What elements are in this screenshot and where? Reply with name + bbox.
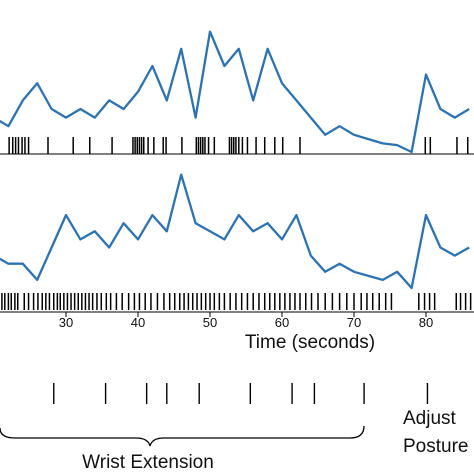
x-tick-label: 50 bbox=[203, 315, 217, 330]
top-rate-line bbox=[0, 30, 470, 154]
x-tick-label: 70 bbox=[347, 315, 361, 330]
annotation-posture: Posture bbox=[403, 436, 468, 457]
bottom-panel: 30 40 50 60 70 80 Time (seconds) bbox=[0, 173, 474, 353]
annotation-adjust: Adjust bbox=[403, 408, 457, 429]
wrist-extension-brace bbox=[0, 425, 365, 447]
x-axis-title: Time (seconds) bbox=[245, 332, 375, 353]
annotation-wrist-extension: Wrist Extension bbox=[82, 452, 214, 473]
bottom-spike-raster bbox=[1, 293, 472, 310]
bottom-rate-line bbox=[0, 173, 470, 290]
x-tick-label: 80 bbox=[419, 315, 433, 330]
event-markers bbox=[53, 383, 429, 404]
x-tick-label: 30 bbox=[59, 315, 73, 330]
x-tick-label: 60 bbox=[275, 315, 289, 330]
x-axis-ticks: 30 40 50 60 70 80 bbox=[59, 312, 433, 330]
top-panel bbox=[0, 30, 474, 155]
top-spike-raster bbox=[8, 137, 469, 154]
x-tick-label: 40 bbox=[131, 315, 145, 330]
